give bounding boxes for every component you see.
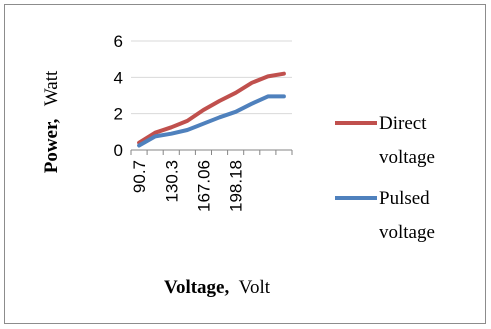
series-line-direct: [137, 71, 286, 145]
legend-label-pulsed-1: Pulsed: [379, 188, 430, 209]
y-axis-label-unit: Watt: [41, 70, 62, 106]
line-chart: 0 2 4 6 90.7 130.3 167.06 198.18 Power, Watt V…: [41, 32, 435, 298]
legend-label-direct-1: Direct: [379, 113, 427, 134]
y-axis-label-bold: Power,: [41, 118, 62, 173]
legend: Direct voltage Pulsed voltage: [335, 113, 435, 243]
chart-frame: 0 2 4 6 90.7 130.3 167.06 198.18 Power, Watt V…: [4, 4, 486, 324]
y-tick-label: 2: [114, 105, 123, 124]
series-lines: [137, 71, 286, 148]
y-tick-labels: 0 2 4 6: [114, 32, 123, 160]
gridlines: [130, 40, 293, 155]
x-tick-labels: 90.7 130.3 167.06 198.18: [130, 160, 246, 212]
series-line-pulsed: [137, 94, 286, 148]
x-tick-label: 130.3: [162, 160, 181, 203]
legend-label-pulsed-2: voltage: [379, 222, 435, 243]
y-tick-label: 4: [114, 68, 123, 87]
y-tick-label: 6: [114, 32, 123, 51]
y-tick-label: 0: [114, 141, 123, 160]
x-tick-label: 90.7: [130, 160, 149, 193]
y-axis-label: Power, Watt: [41, 70, 62, 173]
x-tick-label: 198.18: [227, 160, 246, 212]
x-tick-label: 167.06: [194, 160, 213, 212]
x-axis-label: Voltage, Volt: [164, 277, 271, 298]
x-axis-label-bold: Voltage,: [164, 277, 230, 298]
legend-label-direct-2: voltage: [379, 147, 435, 168]
x-axis-label-unit: Volt: [239, 277, 271, 298]
